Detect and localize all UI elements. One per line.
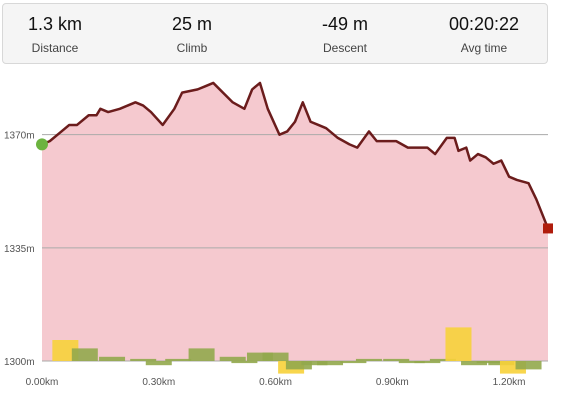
slope-bar: [285, 361, 312, 370]
slope-bar: [130, 358, 157, 361]
end-marker: [543, 223, 553, 234]
slope-bar: [246, 352, 273, 361]
slope-bar: [445, 327, 472, 361]
slope-bar: [262, 352, 289, 361]
elevation-area: [42, 82, 548, 361]
stat-avg-time-label: Avg time: [460, 41, 508, 55]
slope-bar: [340, 361, 367, 364]
stat-climb: 25 m Climb: [124, 4, 260, 55]
stat-climb-value: 25 m: [171, 14, 213, 34]
y-tick-label: 1300m: [4, 357, 35, 368]
stat-avg-time-value: 00:20:22: [448, 14, 520, 34]
x-tick-label: 1.20km: [493, 377, 526, 388]
elevation-line: [41, 81, 550, 229]
x-tick-label: 0.60km: [259, 377, 292, 388]
x-tick-label: 0.00km: [26, 377, 59, 388]
y-tick-label: 1370m: [4, 131, 35, 142]
stat-descent-value: -49 m: [321, 14, 368, 34]
slope-bar: [355, 358, 382, 361]
x-tick-label: 0.30km: [142, 377, 175, 388]
slope-bar: [145, 361, 172, 366]
start-marker: [36, 138, 48, 151]
slope-bar: [398, 361, 425, 364]
slope-bar: [301, 361, 328, 366]
slope-bar: [515, 361, 542, 370]
stat-distance-label: Distance: [31, 41, 79, 55]
stat-avg-time: 00:20:22 Avg time: [416, 4, 552, 55]
slope-bar: [317, 361, 344, 366]
stat-distance-value: 1.3 km: [27, 14, 83, 34]
y-tick-label: 1335m: [4, 244, 35, 255]
stat-descent-label: Descent: [322, 41, 368, 55]
stat-distance: 1.3 km Distance: [0, 4, 123, 55]
slope-bar: [461, 361, 488, 366]
stat-climb-label: Climb: [176, 41, 208, 55]
elevation-profile-chart[interactable]: 1300m 1335m 1370m 0.00km 0.30km 0.60km 0.90km 1…: [0, 70, 561, 404]
elevation-chart-svg[interactable]: 1300m 1335m 1370m 0.00km 0.30km 0.60km 0.90km 1…: [0, 70, 561, 404]
slope-bar: [429, 358, 456, 361]
slope-bar: [71, 348, 98, 361]
slope-bar: [414, 361, 441, 364]
slope-bar: [231, 361, 258, 364]
slope-bar: [219, 356, 246, 361]
slope-bar: [99, 356, 126, 361]
slope-bar: [165, 358, 192, 361]
slope-bar: [188, 348, 215, 361]
route-stats-bar: 1.3 km Distance 25 m Climb -49 m Descent…: [2, 3, 548, 64]
x-tick-label: 0.90km: [376, 377, 409, 388]
stat-descent: -49 m Descent: [277, 4, 413, 55]
slope-bar: [383, 358, 410, 361]
